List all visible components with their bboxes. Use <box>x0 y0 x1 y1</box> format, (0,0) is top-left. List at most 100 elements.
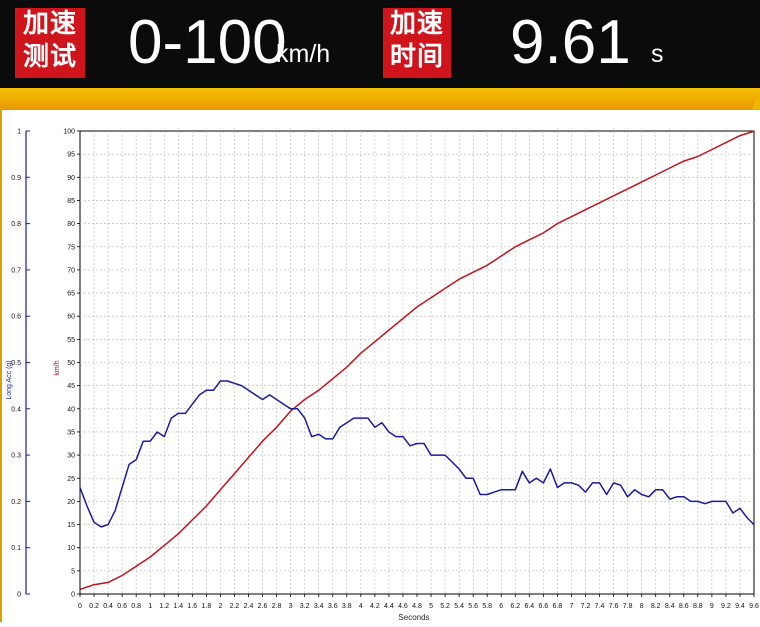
x-tick-label: 5.2 <box>440 603 450 610</box>
x-tick-label: 9.4 <box>735 603 745 610</box>
x-tick-label: 8.4 <box>665 603 675 610</box>
x-tick-label: 8 <box>640 603 644 610</box>
acceleration-test-tag: 加速 测试 <box>15 8 85 78</box>
x-tick-label: 3.8 <box>342 603 352 610</box>
tag1-line1: 加速 <box>22 9 77 39</box>
speed-axis-tick-label: 90 <box>67 175 75 182</box>
speed-axis-tick-label: 100 <box>63 129 75 136</box>
x-tick-label: 0.6 <box>117 603 127 610</box>
x-tick-label: 5 <box>429 603 433 610</box>
speed-axis-tick-label: 0 <box>71 592 75 599</box>
acc-axis-tick-label: 0.6 <box>11 314 21 321</box>
x-tick-label: 2.8 <box>272 603 282 610</box>
acc-axis-tick-label: 0 <box>17 592 21 599</box>
speed-axis-tick-label: 40 <box>67 406 75 413</box>
speed-axis-tick-label: 50 <box>67 360 75 367</box>
test-range-unit: km/h <box>276 40 331 68</box>
right-axis-label: km/h <box>54 360 61 375</box>
x-tick-label: 2.4 <box>244 603 254 610</box>
x-tick-label: 7.6 <box>609 603 619 610</box>
acc-axis-tick-label: 0.7 <box>11 267 21 274</box>
x-tick-label: 2 <box>218 603 222 610</box>
x-tick-label: 3 <box>289 603 293 610</box>
x-tick-label: 6.2 <box>510 603 520 610</box>
x-tick-label: 7.2 <box>581 603 591 610</box>
test-range-value: 0-100 <box>128 8 287 77</box>
tag1-line2: 测试 <box>22 42 77 72</box>
acc-axis-tick-label: 0.5 <box>11 360 21 367</box>
x-tick-label: 4.6 <box>398 603 408 610</box>
x-tick-label: 7.4 <box>595 603 605 610</box>
speed-axis-tick-label: 45 <box>67 383 75 390</box>
x-tick-label: 0.2 <box>89 603 99 610</box>
speed-axis-tick-label: 60 <box>67 314 75 321</box>
x-tick-label: 9.6 <box>749 603 759 610</box>
acceleration-time-tag: 加速 时间 <box>383 8 451 78</box>
x-tick-label: 8.2 <box>651 603 661 610</box>
acc-axis-tick-label: 1 <box>17 129 21 136</box>
x-tick-label: 1.6 <box>187 603 197 610</box>
speed-axis-tick-label: 35 <box>67 429 75 436</box>
acceleration-chart: 0 0.2 0.4 0.6 0.8 1 1.2 1.4 1.6 1.8 2 2.2 2.4 2.6 2.8 3… <box>6 129 759 623</box>
tag2-line2: 时间 <box>389 42 444 72</box>
chart-panel: 0 0.2 0.4 0.6 0.8 1 1.2 1.4 1.6 1.8 2 2.2 2.4 2.6 2.8 3… <box>0 110 760 622</box>
x-tick-label: 0.8 <box>131 603 141 610</box>
speed-axis-tick-label: 70 <box>67 267 75 274</box>
speed-axis-tick-label: 95 <box>67 152 75 159</box>
speed-axis-tick-label: 85 <box>67 198 75 205</box>
x-tick-label: 0.4 <box>103 603 113 610</box>
x-tick-label: 3.2 <box>300 603 310 610</box>
x-tick-label: 8.8 <box>693 603 703 610</box>
acceleration-time-value: 9.61 <box>510 8 631 77</box>
x-tick-label: 9.2 <box>721 603 731 610</box>
x-tick-label: 4 <box>359 603 363 610</box>
speed-axis-tick-label: 30 <box>67 453 75 460</box>
x-tick-label: 9 <box>710 603 714 610</box>
speed-axis-tick-label: 10 <box>67 545 75 552</box>
acceleration-series-line <box>79 380 755 528</box>
header-banner: 加速 测试 0-100 km/h 加速 时间 9.61 s <box>0 0 760 88</box>
x-axis-label: Seconds <box>398 613 429 622</box>
x-tick-label: 3.4 <box>314 603 324 610</box>
x-tick-label: 4.2 <box>370 603 380 610</box>
acc-axis-tick-label: 0.9 <box>11 175 21 182</box>
x-tick-label: 3.6 <box>328 603 338 610</box>
x-tick-label: 1.4 <box>173 603 183 610</box>
speed-series-line <box>79 130 755 591</box>
x-tick-label: 2.2 <box>230 603 240 610</box>
x-tick-label: 7 <box>570 603 574 610</box>
x-tick-label: 8.6 <box>679 603 689 610</box>
acc-axis-tick-label: 0.1 <box>11 545 21 552</box>
speed-axis-tick-label: 25 <box>67 476 75 483</box>
acc-axis-tick-label: 0.2 <box>11 499 21 506</box>
speed-axis-tick-label: 65 <box>67 291 75 298</box>
speed-axis-tick-label: 5 <box>71 568 75 575</box>
x-tick-label: 6.8 <box>553 603 563 610</box>
x-tick-label: 0 <box>78 603 82 610</box>
x-tick-label: 4.4 <box>384 603 394 610</box>
speed-axis-tick-label: 20 <box>67 499 75 506</box>
speed-axis-tick-label: 55 <box>67 337 75 344</box>
acc-axis-tick-label: 0.4 <box>11 406 21 413</box>
x-tick-label: 6 <box>499 603 503 610</box>
x-tick-label: 7.8 <box>623 603 633 610</box>
x-tick-label: 5.8 <box>482 603 492 610</box>
x-tick-label: 6.6 <box>539 603 549 610</box>
left-axis-label: Long Acc (g) <box>6 360 13 399</box>
x-tick-label: 2.6 <box>258 603 268 610</box>
x-tick-label: 5.6 <box>468 603 478 610</box>
x-tick-label: 1 <box>148 603 152 610</box>
x-tick-label: 6.4 <box>524 603 534 610</box>
tag2-line1: 加速 <box>389 9 444 39</box>
x-tick-label: 1.2 <box>159 603 169 610</box>
x-tick-label: 5.4 <box>454 603 464 610</box>
speed-axis-tick-label: 75 <box>67 244 75 251</box>
x-tick-label: 4.8 <box>412 603 422 610</box>
yellow-stripe <box>0 88 760 198</box>
acc-axis-tick-label: 0.3 <box>11 453 21 460</box>
acceleration-time-unit: s <box>651 40 664 68</box>
acc-axis-tick-label: 0.8 <box>11 221 21 228</box>
speed-axis-tick-label: 80 <box>67 221 75 228</box>
speed-axis-tick-label: 15 <box>67 522 75 529</box>
x-tick-label: 1.8 <box>202 603 212 610</box>
